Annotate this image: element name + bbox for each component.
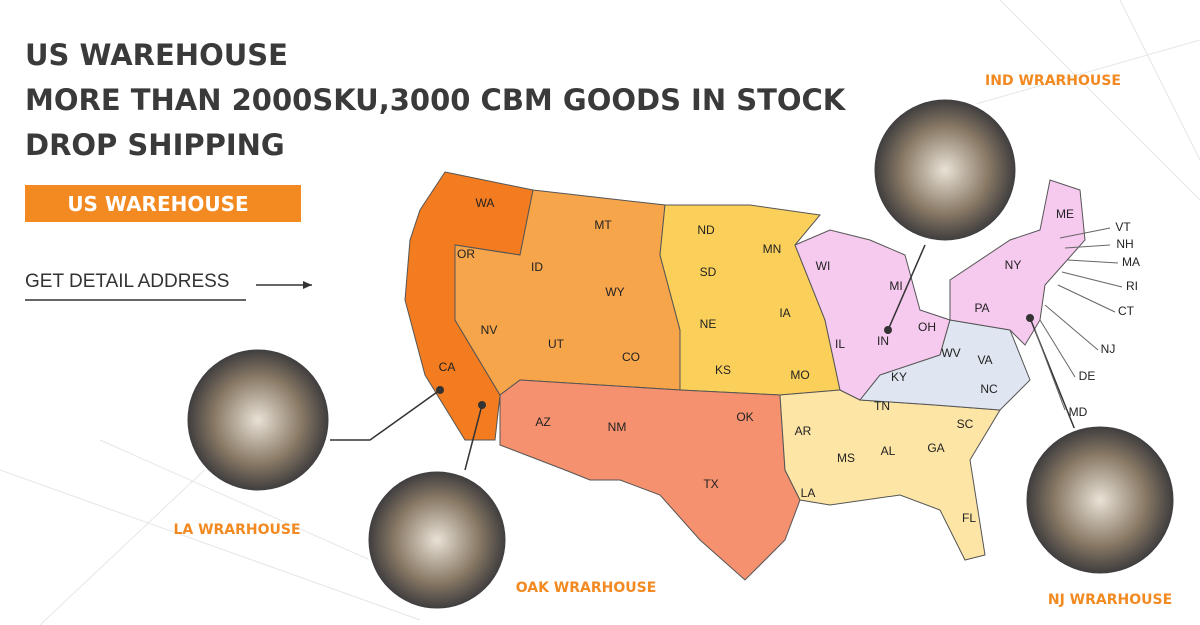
state-label: WY	[605, 285, 624, 299]
state-label: LA	[801, 486, 816, 500]
warehouse-label: IND WRARHOUSE	[985, 73, 1121, 89]
state-label: MD	[1069, 405, 1088, 419]
state-label: AR	[795, 424, 812, 438]
map	[404, 171, 1086, 581]
state-label: TX	[703, 477, 718, 491]
state-label: WV	[941, 346, 960, 360]
button-label[interactable]: US WAREHOUSE	[67, 192, 248, 216]
state-label: ID	[531, 260, 543, 274]
region	[659, 204, 841, 396]
state-label: DE	[1079, 369, 1096, 383]
region	[949, 179, 1086, 346]
warehouse-label: LA WRARHOUSE	[173, 522, 300, 538]
state-label: AL	[881, 444, 896, 458]
warehouse-label: NJ WRARHOUSE	[1048, 592, 1172, 608]
state-label: KY	[891, 370, 907, 384]
state-label: KS	[715, 363, 731, 377]
region	[779, 389, 1001, 561]
state-label: NC	[980, 382, 998, 396]
warehouse-photo	[184, 346, 332, 494]
state-label: RI	[1126, 279, 1138, 293]
state-label: ME	[1056, 207, 1074, 221]
state-label: MN	[763, 242, 782, 256]
state-label: IN	[877, 334, 889, 348]
state-label: FL	[962, 511, 976, 525]
state-label: MT	[594, 218, 612, 232]
headline: US WAREHOUSE	[25, 38, 288, 72]
state-label: NV	[481, 323, 498, 337]
button[interactable]	[25, 185, 301, 222]
link-label[interactable]: GET DETAIL ADDRESS	[25, 271, 229, 292]
arrow-head	[303, 281, 312, 289]
state-label: TN	[874, 399, 890, 413]
state-label: OR	[457, 247, 475, 261]
leader-dots	[436, 314, 1034, 409]
state-label: MI	[889, 279, 902, 293]
state-label: NM	[608, 420, 627, 434]
state-labels: WA OR CA ID NV UT AZ MT WY CO NM ND SD NE KS OK TX MN IA MO…	[439, 196, 1140, 525]
state-label: WA	[476, 196, 495, 210]
state-label: NY	[1005, 258, 1022, 272]
warehouse-photo	[1023, 423, 1177, 577]
state-label: CA	[439, 360, 456, 374]
ne-pointers	[1034, 227, 1123, 411]
header: US WAREHOUSE MORE THAN 2000SKU,3000 CBM …	[25, 38, 847, 162]
state-label: SD	[700, 265, 717, 279]
state-label: IL	[835, 337, 845, 351]
warehouse-photo	[365, 468, 509, 612]
state-label: OH	[918, 320, 936, 334]
state-label: SC	[957, 417, 974, 431]
state-label: NE	[700, 317, 717, 331]
state-label: OK	[736, 410, 753, 424]
headline: MORE THAN 2000SKU,3000 CBM GOODS IN STOC…	[25, 83, 847, 117]
state-label: IA	[779, 306, 790, 320]
state-label: CT	[1118, 304, 1135, 318]
state-label: GA	[927, 441, 944, 455]
state-label: CO	[622, 350, 640, 364]
state-label: WI	[816, 259, 831, 273]
warehouse-photo	[871, 96, 1019, 244]
state-label: VT	[1115, 220, 1131, 234]
state-label: NJ	[1101, 342, 1116, 356]
state-label: MS	[837, 451, 855, 465]
state-label: AZ	[535, 415, 550, 429]
state-label: VA	[977, 353, 992, 367]
photos	[184, 96, 1177, 612]
warehouse-label: OAK WRARHOUSE	[516, 580, 657, 596]
state-label: MO	[790, 368, 809, 382]
state-label: PA	[974, 301, 989, 315]
state-label: MA	[1122, 255, 1140, 269]
state-label: NH	[1116, 237, 1133, 251]
region	[499, 379, 801, 581]
state-label: ND	[697, 223, 715, 237]
state-label: UT	[548, 337, 565, 351]
headline: DROP SHIPPING	[25, 128, 285, 162]
